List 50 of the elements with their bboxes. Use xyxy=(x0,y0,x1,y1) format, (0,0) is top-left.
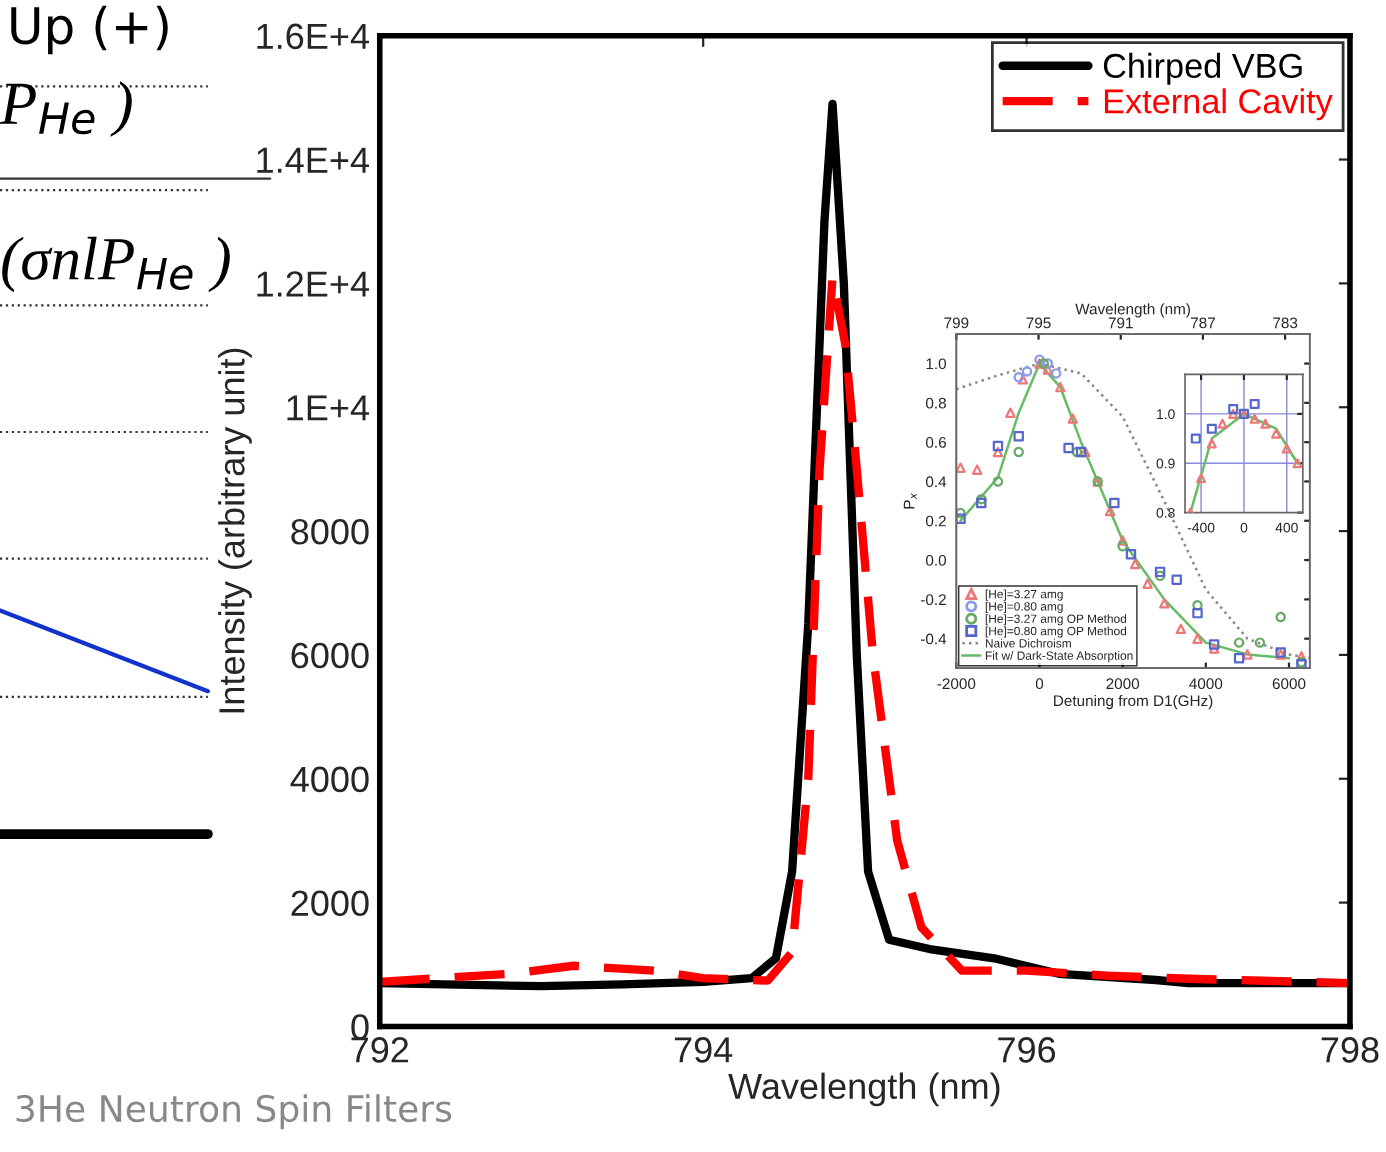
legend-label: External Cavity xyxy=(1104,88,1333,121)
point xyxy=(1067,413,1078,424)
point xyxy=(1104,505,1116,517)
y-tick-label: 4000 xyxy=(290,766,369,793)
point xyxy=(1206,438,1217,449)
y-tick-label: 1.6E+4 xyxy=(257,23,369,50)
point xyxy=(1055,381,1066,393)
point xyxy=(1192,633,1203,644)
text: 3He Neutron Spin Filters xyxy=(16,1094,452,1130)
text: (σnlP$_{He}$ ) xyxy=(2,236,230,293)
x-tick-label: 792 xyxy=(351,1037,409,1063)
x-tick-label: 796 xyxy=(998,1037,1056,1063)
x-tick-label: 798 xyxy=(1321,1037,1379,1063)
point xyxy=(1260,418,1271,429)
point xyxy=(1159,598,1170,609)
point xyxy=(992,446,1004,458)
point xyxy=(1242,649,1253,660)
point xyxy=(1271,428,1282,439)
point xyxy=(1117,535,1128,546)
point xyxy=(1080,446,1091,458)
y-tick-label: 1.2E+4 xyxy=(257,271,369,297)
x-axis-title: Wavelength (nm) xyxy=(728,1072,1000,1107)
point xyxy=(1292,458,1303,469)
y-tick-label: 6000 xyxy=(291,642,369,669)
x-tick-label: 794 xyxy=(674,1037,733,1063)
point xyxy=(1281,443,1292,454)
y-axis-title: Intensity (arbitrary unit) xyxy=(218,348,252,713)
y-tick-label: 1.4E+4 xyxy=(257,147,369,173)
point xyxy=(1228,403,1239,414)
text: Up (+) xyxy=(11,5,168,55)
point xyxy=(1217,418,1228,429)
point xyxy=(1249,398,1260,410)
point xyxy=(1228,408,1239,419)
point xyxy=(1196,473,1207,484)
text: P$_{He}$ ) xyxy=(0,81,132,137)
point xyxy=(971,464,983,475)
point xyxy=(1017,374,1029,385)
point xyxy=(1005,407,1016,418)
y-tick-label: 1E+4 xyxy=(287,395,369,421)
point xyxy=(1175,623,1187,635)
legend-label: Chirped VBG xyxy=(1103,52,1302,85)
point xyxy=(1206,423,1217,434)
point xyxy=(1249,413,1260,424)
point xyxy=(1190,433,1201,444)
y-tick-label: 8000 xyxy=(291,518,369,545)
y-tick-label: 2000 xyxy=(291,890,369,917)
point xyxy=(1129,558,1141,570)
point xyxy=(956,462,966,473)
point xyxy=(1142,578,1153,589)
point xyxy=(1296,651,1307,662)
